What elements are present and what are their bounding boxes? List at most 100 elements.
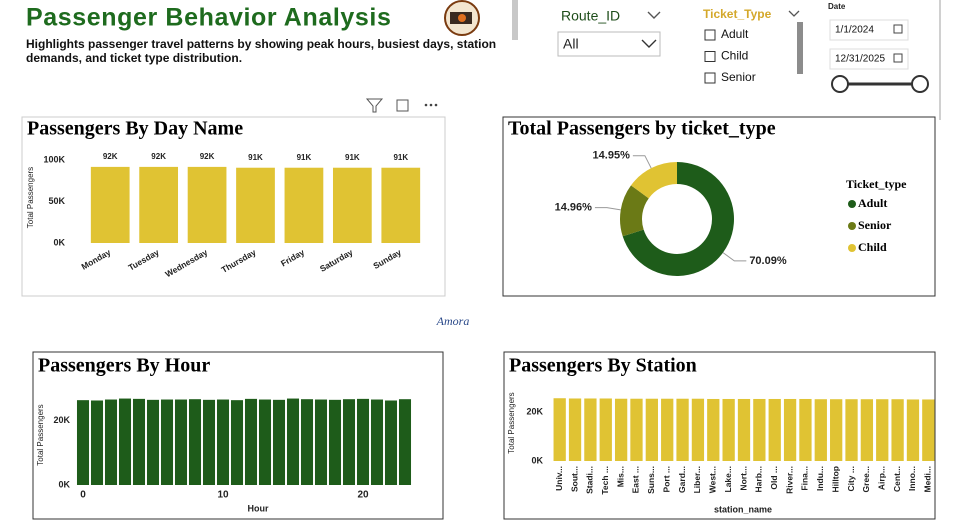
- bar: [707, 398, 720, 461]
- y-tick-label: 20K: [526, 406, 543, 416]
- page-title: Passenger Behavior Analysis: [26, 4, 391, 32]
- bar: [860, 399, 874, 461]
- focus-icon[interactable]: [396, 99, 409, 112]
- x-tick-label: Liber...: [692, 466, 702, 493]
- bar: [286, 398, 300, 485]
- x-tick-label: Sout...: [569, 466, 579, 492]
- bar: [230, 400, 244, 485]
- data-label: 92K: [200, 152, 215, 161]
- x-tick-label: Stadi...: [585, 466, 595, 494]
- chevron[interactable]: [788, 10, 800, 17]
- checkbox[interactable]: [704, 72, 716, 84]
- date-input[interactable]: [829, 48, 909, 70]
- x-tick-label: Lake...: [723, 466, 733, 492]
- donut-slice: [622, 162, 734, 276]
- bar: [830, 399, 843, 461]
- checkbox[interactable]: [704, 51, 716, 62]
- bar: [300, 399, 314, 485]
- x-tick-label: Hilltop: [830, 466, 840, 492]
- slicer-label: Date: [828, 2, 846, 11]
- x-tick-label: Harb...: [754, 466, 764, 492]
- legend-label[interactable]: Adult: [858, 196, 887, 210]
- checkbox-label: Adult: [721, 27, 749, 41]
- bar: [599, 398, 612, 461]
- y-axis-title: Total Passengers: [26, 167, 35, 228]
- scrollbar[interactable]: [512, 0, 518, 40]
- bar: [236, 167, 275, 243]
- leader-line: [594, 207, 621, 211]
- bar: [188, 399, 202, 485]
- legend-swatch: [848, 200, 856, 208]
- legend-label[interactable]: Senior: [858, 218, 892, 232]
- slider-handle[interactable]: [911, 75, 929, 93]
- bar: [187, 166, 227, 243]
- data-label: 91K: [345, 153, 360, 162]
- more-icon[interactable]: [424, 103, 428, 107]
- y-tick-label: 20K: [53, 415, 70, 425]
- x-tick-label: East ...: [631, 466, 641, 493]
- bar: [314, 399, 328, 485]
- x-tick-label: Indu...: [815, 466, 825, 491]
- y-tick-label: 50K: [48, 196, 65, 206]
- bar: [384, 400, 398, 485]
- bar: [272, 399, 286, 485]
- bar: [146, 399, 160, 485]
- date-input[interactable]: [829, 19, 909, 41]
- data-label: 91K: [248, 153, 263, 162]
- bar: [370, 399, 384, 485]
- bar: [328, 399, 342, 485]
- x-tick-label: Nort...: [738, 466, 748, 491]
- x-tick-label: Airp...: [876, 466, 886, 490]
- bar: [284, 167, 324, 243]
- x-tick-label: 20: [357, 490, 369, 501]
- x-tick-label: Mis...: [615, 466, 625, 487]
- x-axis-title: station_name: [714, 504, 772, 514]
- bar: [132, 398, 146, 485]
- x-tick-label: 10: [217, 490, 229, 501]
- bar: [737, 398, 751, 461]
- data-label: 14.95%: [593, 150, 631, 162]
- more-icon[interactable]: [434, 103, 438, 107]
- bar: [753, 398, 766, 461]
- dropdown[interactable]: [557, 31, 661, 57]
- chart-title: Total Passengers by ticket_type: [508, 118, 776, 140]
- legend-label[interactable]: Child: [858, 240, 887, 254]
- y-tick-label: 0K: [53, 237, 65, 247]
- bar: [906, 399, 920, 461]
- bar: [202, 399, 216, 485]
- x-tick-label: Univ...: [554, 466, 564, 491]
- bar: [139, 166, 179, 243]
- bar: [381, 167, 421, 243]
- calendar-icon[interactable]: [893, 24, 903, 34]
- filter-icon[interactable]: [365, 98, 384, 113]
- chart-title: Passengers By Station: [509, 355, 697, 377]
- bar: [814, 399, 827, 461]
- chevron[interactable]: [647, 11, 661, 19]
- bar: [90, 166, 130, 243]
- bar: [118, 398, 132, 485]
- divider: [939, 0, 941, 120]
- date-end: 12/31/2025: [835, 54, 885, 65]
- leader-line: [632, 155, 652, 169]
- y-tick-label: 0K: [58, 479, 70, 489]
- scrollbar[interactable]: [797, 22, 803, 74]
- donut-slice: [630, 162, 677, 199]
- bar: [630, 398, 643, 461]
- bar: [845, 399, 858, 461]
- more-icon[interactable]: [429, 103, 433, 107]
- x-tick-label: Old ...: [769, 466, 779, 490]
- bar: [244, 398, 258, 485]
- slider-handle[interactable]: [831, 75, 849, 93]
- calendar-icon[interactable]: [893, 53, 903, 63]
- legend-title: Ticket_type: [846, 177, 907, 191]
- bar: [676, 398, 689, 461]
- bar: [783, 398, 797, 461]
- bar: [799, 398, 812, 461]
- x-tick-label: Gree...: [861, 466, 871, 492]
- y-tick-label: 0K: [531, 455, 543, 465]
- bar: [398, 399, 412, 485]
- bar: [876, 399, 889, 461]
- checkbox[interactable]: [704, 29, 716, 41]
